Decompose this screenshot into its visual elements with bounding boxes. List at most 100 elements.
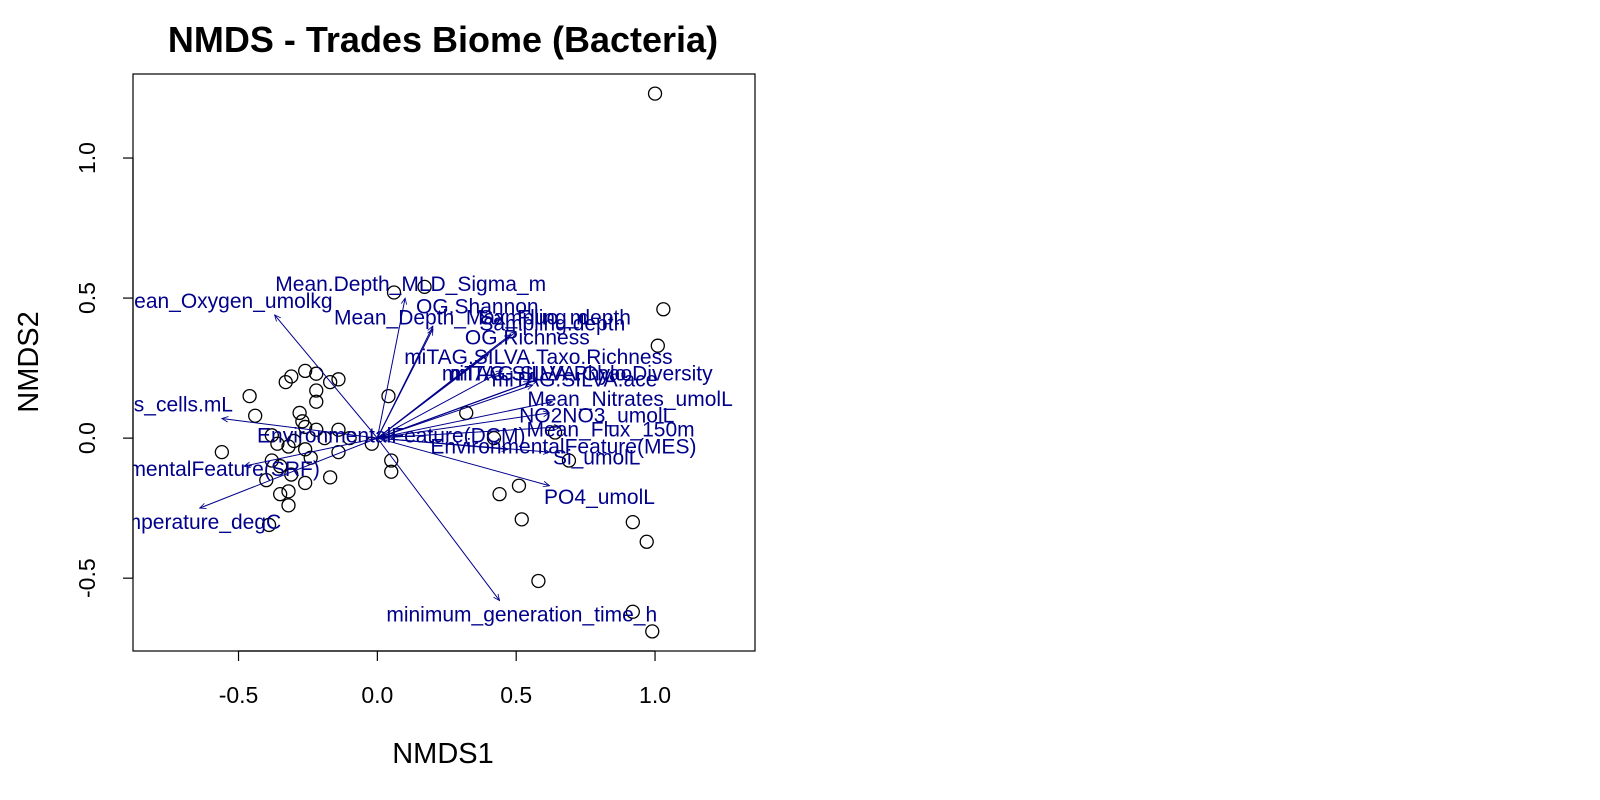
env-vector-label: Si_umolL: [553, 447, 641, 470]
env-vector-arrow: [377, 427, 560, 439]
env-vector-label: miTAG.SILVA.Taxo.Richness: [404, 346, 672, 369]
env-vector-arrow: [377, 435, 396, 438]
y-axis: -0.5 0.0 0.5 1.0: [74, 142, 134, 598]
env-vector-arrow: [377, 371, 502, 439]
data-point: [625, 515, 640, 530]
env-vector-label: Mean_Nitrates_umolL: [527, 388, 732, 411]
data-point: [242, 388, 257, 404]
data-point: [248, 408, 263, 423]
env-vector-label: NO2NO3_umolL: [519, 405, 674, 428]
x-tick-label: 0.5: [500, 682, 532, 708]
env-vector-arrow: [376, 437, 499, 600]
env-vector-label: miTAG.SILVA.Phylo.Diversity: [442, 363, 713, 386]
data-point: [309, 394, 324, 409]
data-point: [331, 444, 346, 460]
env-vector-arrow: [200, 437, 378, 508]
env-vector-arrow: [377, 385, 532, 439]
env-vector-label: Mean_Depth_Max_Fluo_m: [334, 307, 587, 330]
data-point: [492, 486, 507, 502]
env-vector-label: PO4_umolL: [544, 486, 655, 509]
data-point: [647, 86, 663, 101]
data-point: [645, 624, 660, 639]
y-tick-label: 0.0: [74, 422, 100, 454]
data-point: [214, 444, 230, 460]
data-point: [298, 419, 313, 435]
data-point: [417, 279, 432, 295]
y-tick-label: -0.5: [74, 558, 100, 598]
env-vector-arrow: [376, 298, 405, 439]
env-vector-label: miTAG.SILVA.ace: [492, 368, 658, 391]
env-vector-arrow: [377, 413, 549, 439]
data-point: [650, 338, 665, 353]
env-vector-arrow: [377, 379, 538, 439]
chart-title: NMDS - Trades Biome (Bacteria): [168, 19, 718, 60]
env-vector-label: miTAG.SILVA.Chao: [450, 363, 632, 386]
x-tick-label: 1.0: [639, 682, 671, 708]
data-point: [298, 475, 313, 491]
data-point: [323, 470, 338, 485]
env-vector-arrow: [377, 437, 549, 486]
plot-area: Mean.Depth_MLD_Sigma_mMean_Oxygen_umolkg…: [57, 86, 733, 639]
data-point: [459, 405, 474, 421]
x-tick-label: -0.5: [219, 682, 259, 708]
data-point: [514, 512, 529, 527]
data-point: [531, 573, 546, 589]
env-vector-arrow: [377, 402, 552, 439]
env-vector-arrow: [377, 354, 488, 439]
x-tick-label: 0.0: [361, 682, 393, 708]
env-vector-label: ths_cells.mL: [116, 394, 233, 417]
env-vector-label: EnvironmentalFeature(DCM): [257, 424, 525, 447]
data-point: [261, 517, 277, 533]
data-point: [486, 430, 502, 446]
data-point: [278, 374, 293, 390]
data-point: [281, 498, 296, 513]
data-point: [309, 383, 324, 398]
y-axis-label: NMDS2: [13, 311, 45, 413]
env-vector-label: Mean_Flux_150m: [527, 419, 695, 442]
env-vector-label: Sampling.depth: [479, 312, 625, 335]
env-vector-label: EnvironmentalFeature(MES): [430, 436, 696, 459]
data-point: [561, 453, 577, 468]
data-point: [273, 486, 288, 502]
y-tick-label: 1.0: [74, 142, 100, 174]
data-point: [281, 484, 296, 499]
data-point: [284, 369, 299, 384]
env-vector-label: Mean.Depth_MLD_Sigma_m: [275, 273, 546, 296]
data-point: [292, 405, 307, 421]
data-point: [286, 433, 302, 449]
x-axis-label: NMDS1: [392, 738, 494, 770]
env-vector-label: minimum_generation_time_h: [386, 604, 657, 627]
env-vector-label: mperature_degC: [124, 511, 282, 534]
data-point: [386, 285, 402, 300]
data-point: [625, 604, 640, 619]
data-point: [270, 436, 285, 451]
data-point: [384, 464, 399, 479]
env-vector-arrow: [275, 315, 378, 439]
data-point: [331, 372, 346, 387]
data-point: [656, 302, 671, 317]
data-point: [273, 458, 288, 474]
y-tick-label: 0.5: [74, 282, 100, 314]
env-vector-arrow: [377, 437, 549, 452]
data-point: [639, 534, 654, 549]
data-point: [298, 363, 313, 379]
env-vector-label: OG.Richness: [465, 326, 590, 349]
env-vector-label: Sampling_depth: [479, 307, 631, 330]
data-point: [309, 366, 324, 381]
env-vector-label: Mean_Oxygen_umolkg: [117, 290, 333, 313]
data-point: [381, 388, 396, 404]
data-point: [384, 453, 399, 468]
data-point: [323, 374, 338, 390]
env-vector-label: EnvironmentalFeature(SRF): [57, 458, 320, 481]
x-axis: -0.5 0.0 0.5 1.0: [219, 650, 671, 708]
env-vector-arrow: [244, 437, 378, 466]
env-vector-label: OG.Shannon: [416, 295, 539, 318]
data-point: [331, 422, 346, 437]
data-point: [281, 439, 296, 454]
env-vector-arrow: [222, 419, 378, 439]
env-vector-arrow: [376, 329, 433, 439]
data-point: [511, 478, 527, 493]
data-point: [342, 430, 357, 446]
data-point: [259, 472, 274, 488]
